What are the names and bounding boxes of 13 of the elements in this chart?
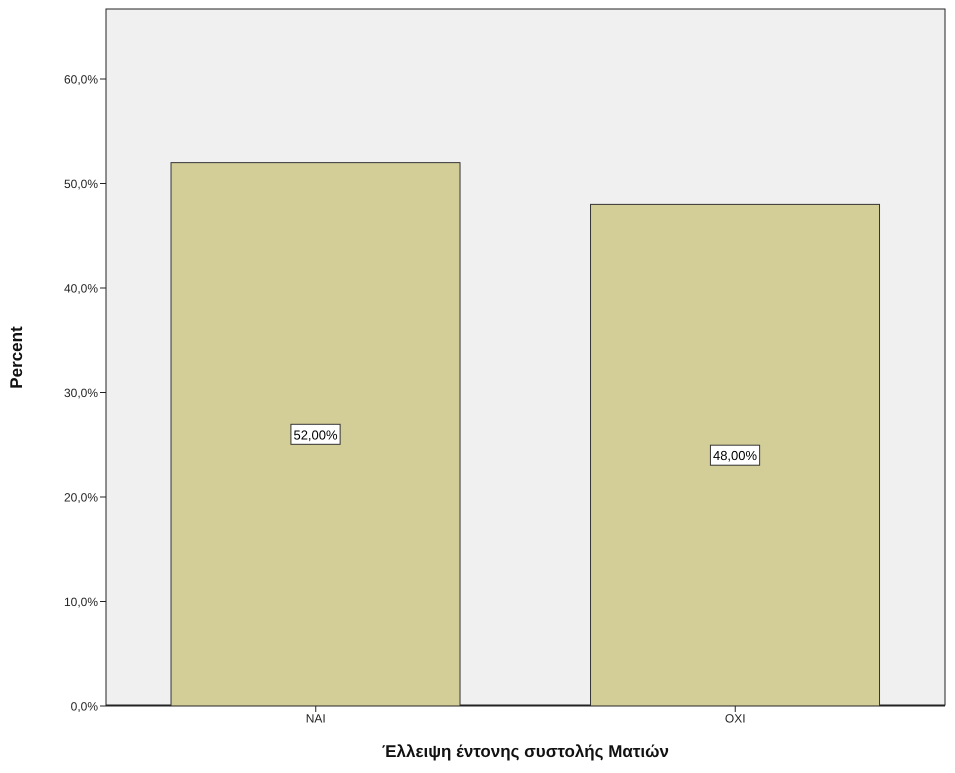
y-tick-label: 0,0% xyxy=(70,699,98,714)
x-tick-label: ΝΑΙ xyxy=(306,712,326,726)
x-tick-label: ΟΧΙ xyxy=(724,712,746,726)
y-tick-label: 50,0% xyxy=(64,176,98,191)
y-tick-label: 40,0% xyxy=(64,281,98,296)
x-axis-title: Έλλειψη έντονης συστολής Ματιών xyxy=(382,742,669,761)
y-tick-label: 10,0% xyxy=(64,594,98,609)
data-label: 52,00% xyxy=(293,427,338,442)
y-tick-label: 60,0% xyxy=(64,72,98,86)
y-axis-title: Percent xyxy=(7,326,26,389)
y-tick-label: 20,0% xyxy=(64,490,98,504)
y-tick-label: 30,0% xyxy=(64,386,98,400)
data-label: 48,00% xyxy=(712,448,758,464)
